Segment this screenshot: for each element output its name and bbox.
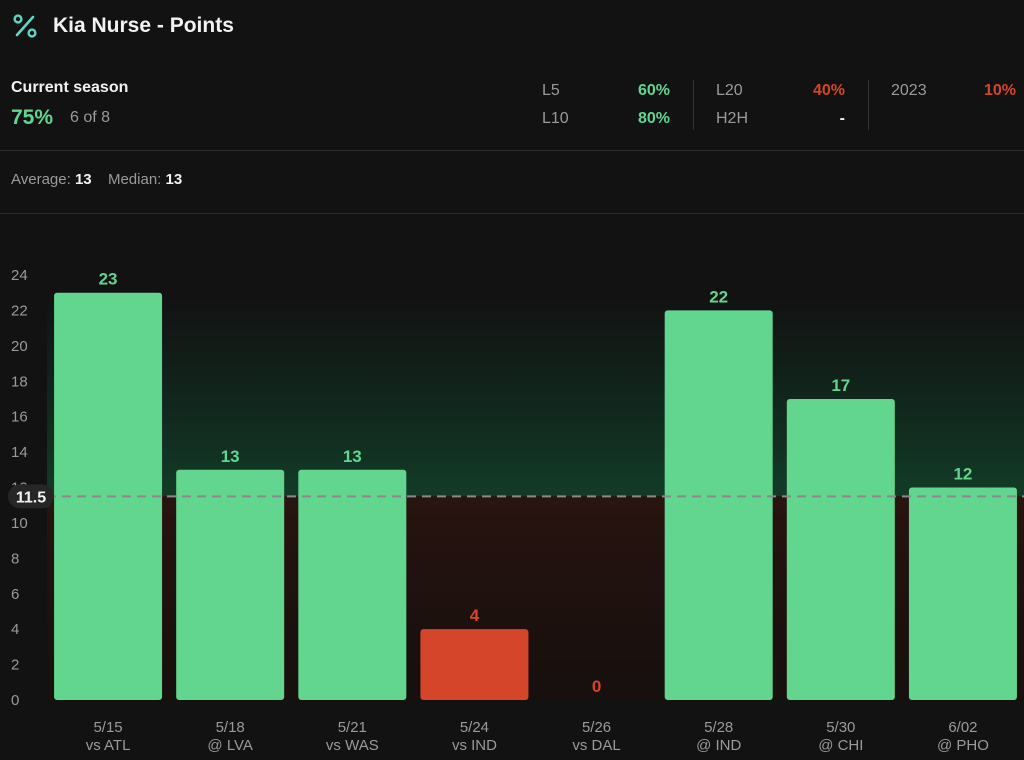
- x-tick-date: 6/02: [948, 719, 977, 736]
- season-count: 6 of 8: [70, 109, 111, 126]
- season-label: Current season: [11, 79, 129, 96]
- stat-l20-value: 40%: [812, 82, 845, 99]
- y-tick-label: 6: [11, 586, 19, 603]
- stat-l5-value: 60%: [637, 82, 670, 99]
- x-tick-opponent: @ IND: [696, 737, 741, 754]
- y-tick-label: 20: [11, 338, 28, 355]
- threshold-label: 11.5: [16, 489, 46, 506]
- average-label: Average:: [11, 171, 71, 188]
- stat-2023-value: 10%: [983, 82, 1016, 99]
- stat-l10-label: L10: [542, 110, 569, 127]
- x-tick-date: 5/30: [826, 719, 855, 736]
- y-tick-label: 8: [11, 550, 19, 567]
- bar: [908, 487, 1017, 700]
- section-divider: [0, 213, 1024, 214]
- x-tick-opponent: vs IND: [452, 737, 497, 754]
- stat-divider: [868, 80, 869, 130]
- x-tick-date: 5/24: [460, 719, 489, 736]
- bar-value-label: 13: [343, 447, 362, 466]
- x-tick-date: 5/15: [93, 719, 122, 736]
- bar: [664, 310, 773, 700]
- x-tick-opponent: vs WAS: [326, 737, 379, 754]
- section-divider: [0, 150, 1024, 151]
- stat-h2h-value: -: [839, 110, 845, 127]
- y-tick-label: 4: [11, 621, 19, 638]
- threshold-pill: [8, 484, 54, 509]
- stat-l10-value: 80%: [637, 110, 670, 127]
- bar-value-label: 12: [953, 465, 972, 484]
- stat-l20-label: L20: [716, 82, 743, 99]
- x-tick-opponent: @ CHI: [818, 737, 863, 754]
- bar: [298, 469, 407, 700]
- x-tick-opponent: @ LVA: [207, 737, 253, 754]
- y-tick-label: 14: [11, 444, 28, 461]
- average-value: 13: [74, 171, 92, 188]
- stat-h2h-label: H2H: [716, 110, 749, 127]
- bar-value-label: 13: [221, 447, 240, 466]
- y-tick-label: 10: [11, 515, 28, 532]
- x-tick-date: 5/18: [216, 719, 245, 736]
- stat-l5-label: L5: [542, 82, 560, 99]
- stat-divider: [693, 80, 694, 130]
- median-value: 13: [165, 171, 183, 188]
- bar-value-label: 22: [709, 287, 728, 306]
- season-hit-rate: 75%: [11, 106, 54, 129]
- y-tick-label: 2: [11, 657, 19, 674]
- y-tick-label: 16: [11, 409, 28, 426]
- percent-icon: [13, 14, 37, 38]
- bar-value-label: 17: [831, 376, 850, 395]
- bar-value-label: 23: [99, 270, 118, 289]
- x-tick-date: 5/28: [704, 719, 733, 736]
- y-tick-label: 18: [11, 373, 28, 390]
- bar-value-label: 0: [592, 677, 601, 696]
- stat-2023-label: 2023: [891, 82, 927, 99]
- card-header: Kia Nurse - Points: [0, 0, 1024, 56]
- y-tick-label: 22: [11, 302, 28, 319]
- page-title: Kia Nurse - Points: [53, 14, 234, 37]
- x-tick-opponent: vs DAL: [572, 737, 620, 754]
- median-label: Median:: [107, 171, 162, 188]
- bar: [786, 398, 895, 700]
- x-tick-date: 5/21: [338, 719, 367, 736]
- y-tick-label: 24: [11, 267, 28, 284]
- bar-value-label: 4: [470, 606, 480, 625]
- x-tick-opponent: vs ATL: [86, 737, 131, 754]
- y-tick-label: 0: [11, 692, 19, 709]
- x-tick-opponent: @ PHO: [937, 737, 989, 754]
- summary-row: Average: 13 Median: 13: [11, 171, 182, 188]
- bar: [176, 469, 285, 700]
- bar: [420, 629, 529, 700]
- x-tick-date: 5/26: [582, 719, 611, 736]
